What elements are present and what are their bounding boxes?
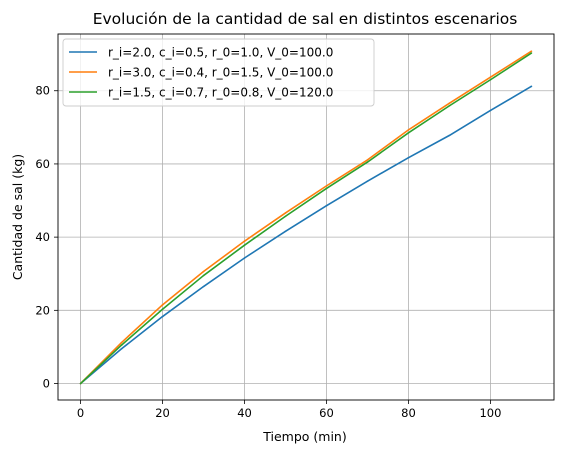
series-3-point [120, 344, 123, 346]
series-layer [79, 50, 533, 385]
legend-label-1: r_i=2.0, c_i=0.5, r_0=1.0, V_0=100.0 [108, 46, 333, 60]
x-tick-label: 20 [155, 406, 170, 420]
series-1-point [202, 285, 205, 288]
series-2-point [284, 212, 287, 214]
y-tick-label: 0 [43, 377, 50, 391]
x-tick-label: 100 [479, 406, 501, 420]
series-1-point [284, 230, 287, 233]
plot-frame [57, 33, 555, 401]
x-tick-label: 0 [77, 406, 84, 420]
series-3-point [161, 308, 164, 311]
series-3-point [79, 382, 82, 385]
y-tick-label: 40 [35, 230, 50, 244]
series-2-point [530, 50, 533, 53]
chart-title: Evolución de la cantidad de sal en disti… [93, 10, 518, 28]
y-axis-label: Cantidad de sal (kg) [10, 154, 25, 280]
series-3-point [366, 161, 369, 163]
y-tick-label: 80 [35, 84, 50, 98]
series-1-point [325, 204, 328, 207]
series-2-point [448, 102, 451, 104]
legend: r_i=2.0, c_i=0.5, r_0=1.0, V_0=100.0 r_i=… [62, 38, 375, 107]
series-2-point [202, 270, 205, 273]
series-line-3 [80, 52, 532, 385]
series-3-point [489, 78, 492, 81]
legend-items: r_i=2.0, c_i=0.5, r_0=1.0, V_0=100.0 r_i=… [69, 46, 333, 100]
series-1-point [530, 85, 533, 88]
series-2-point [489, 76, 492, 78]
x-axis-ticks: 0 20 40 60 80 100 [77, 400, 501, 420]
legend-label-2: r_i=3.0, c_i=0.4, r_0=1.5, V_0=100.0 [108, 66, 333, 80]
series-3-point [325, 187, 328, 190]
series-1-point [407, 156, 410, 159]
x-tick-label: 80 [401, 406, 416, 420]
series-2-point [120, 341, 123, 344]
series-1-point [489, 109, 492, 112]
series-3-point [448, 104, 451, 107]
y-tick-label: 20 [35, 303, 50, 317]
x-axis-label: Tiempo (min) [262, 429, 346, 444]
series-3-point [202, 274, 205, 277]
y-tick-label: 60 [35, 157, 50, 171]
series-1-point [243, 257, 246, 259]
y-axis-ticks: 0 20 40 60 80 [35, 84, 58, 391]
legend-label-3: r_i=1.5, c_i=0.7, r_0=0.8, V_0=120.0 [108, 86, 333, 100]
series-3-point [284, 215, 287, 218]
legend-frame [62, 38, 375, 107]
series-3-point [243, 244, 246, 246]
series-1-point [366, 180, 369, 182]
series-2-point [325, 185, 328, 187]
series-2-point [407, 129, 410, 131]
series-2-point [243, 240, 246, 242]
series-2-point [366, 159, 369, 161]
series-3-point [407, 132, 410, 134]
x-tick-label: 60 [319, 406, 334, 420]
series-1-point [448, 134, 451, 137]
series-line-1 [80, 85, 532, 385]
x-tick-label: 40 [237, 406, 252, 420]
series-2-point [161, 304, 164, 306]
series-1-point [161, 315, 164, 318]
series-3-point [530, 52, 533, 54]
series-line-2 [79, 50, 532, 385]
series-1-point [120, 347, 123, 350]
